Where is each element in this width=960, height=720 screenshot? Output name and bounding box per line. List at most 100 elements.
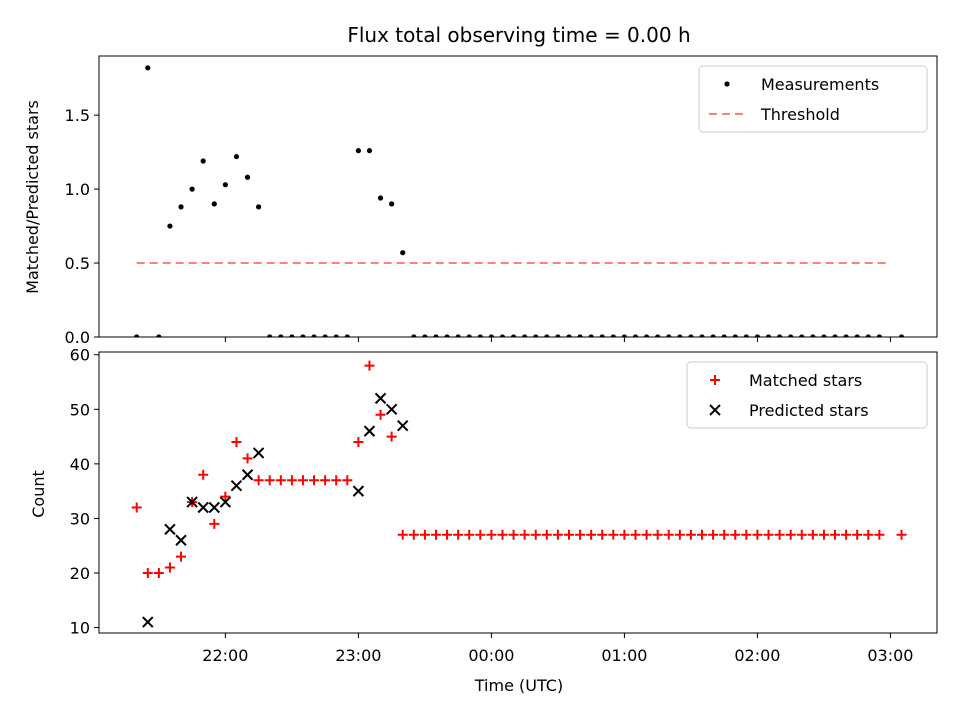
matched-star-point — [841, 529, 852, 540]
matched-star-point — [697, 529, 708, 540]
measurement-point — [688, 334, 694, 337]
measurement-point — [333, 334, 339, 337]
measurement-point — [422, 334, 428, 337]
plot-area — [131, 360, 907, 628]
matched-star-point — [419, 529, 430, 540]
measurement-point — [433, 334, 439, 337]
measurement-point — [466, 334, 472, 337]
measurement-point — [754, 334, 761, 337]
y-tick-label: 60 — [70, 346, 90, 365]
measurement-point — [311, 334, 317, 337]
measurement-point — [533, 334, 539, 337]
measurement-point — [588, 334, 594, 337]
measurement-point — [577, 334, 583, 337]
matched-star-point — [353, 437, 364, 448]
measurement-point — [289, 334, 295, 337]
matched-star-point — [830, 529, 841, 540]
matched-star-point — [364, 360, 375, 371]
matched-star-point — [708, 529, 719, 540]
plot-area — [134, 65, 905, 337]
x-axis-label: Time (UTC) — [474, 676, 563, 695]
matched-star-point — [375, 409, 386, 420]
measurement-point — [377, 195, 384, 201]
measurement-point — [522, 334, 528, 337]
plot-frame — [98, 55, 938, 338]
matched-star-point — [430, 529, 441, 540]
legend: Matched stars Predicted stars — [686, 361, 928, 429]
predicted-star-point — [164, 523, 176, 536]
measurement-point — [544, 334, 550, 337]
matched-star-point — [131, 502, 142, 513]
measurement-point — [566, 334, 572, 337]
measurement-point — [610, 334, 616, 337]
matched-star-point — [763, 529, 774, 540]
measurement-point — [710, 334, 716, 337]
predicted-star-point — [397, 419, 409, 432]
panel-count: 10 20 30 40 50 60 22:00 23:00 00:00 01:00 02:00 03:… — [70, 346, 938, 665]
measurement-point — [189, 186, 195, 192]
measurement-point — [411, 334, 417, 337]
matched-star-point — [453, 529, 464, 540]
measurement-point — [145, 65, 151, 71]
matched-star-point — [275, 475, 286, 486]
measurement-point — [632, 334, 639, 337]
predicted-star-point — [374, 392, 387, 405]
measurement-point — [732, 334, 738, 337]
measurement-point — [477, 334, 483, 337]
matched-star-point — [796, 529, 807, 540]
matched-star-point — [153, 567, 164, 578]
y-tick-label: 50 — [70, 400, 90, 419]
x-tick-label: 00:00 — [468, 646, 514, 665]
measurement-point — [167, 223, 173, 229]
matched-star-point — [253, 475, 264, 486]
measurement-point — [721, 334, 727, 337]
predicted-star-point — [175, 534, 187, 546]
panel-ratio: 0.0 0.5 1.0 1.5 Measurements Threshold — [65, 55, 938, 347]
measurement-point — [599, 334, 605, 337]
x-tick-label: 03:00 — [867, 646, 913, 665]
predicted-star-point — [363, 425, 376, 437]
predicted-star-point — [352, 485, 365, 497]
matched-star-point — [641, 529, 652, 540]
legend-entry-label: Threshold — [760, 105, 840, 124]
matched-star-point — [164, 562, 175, 573]
matched-star-point — [874, 529, 885, 540]
x-tick-label: 22:00 — [202, 646, 248, 665]
measurement-point — [799, 334, 805, 337]
matched-star-point — [397, 529, 408, 540]
matched-star-point — [198, 469, 209, 480]
matched-star-point — [464, 529, 475, 540]
measurement-point — [655, 334, 661, 337]
matched-star-point — [685, 529, 696, 540]
matched-star-point — [519, 529, 530, 540]
measurement-point — [510, 334, 517, 337]
measurement-point — [278, 334, 284, 337]
measurement-point — [389, 201, 395, 207]
measurement-point — [211, 201, 217, 207]
matched-star-point — [608, 529, 619, 540]
legend-frame — [698, 65, 928, 133]
legend-measurement-swatch — [724, 81, 730, 87]
legend-entry-label: Predicted stars — [749, 401, 869, 420]
predicted-star-point — [230, 479, 243, 492]
measurement-point — [256, 204, 262, 210]
predicted-star-point — [385, 403, 398, 415]
y-tick-label: 20 — [70, 564, 90, 583]
matched-star-point — [730, 529, 741, 540]
legend-frame — [686, 361, 928, 429]
matched-star-point — [586, 529, 597, 540]
measurement-point — [876, 334, 882, 337]
y-tick-label: 10 — [70, 619, 90, 638]
matched-star-point — [530, 529, 541, 540]
predicted-star-point — [142, 616, 154, 628]
matched-star-point — [475, 529, 486, 540]
matched-star-point — [220, 491, 231, 502]
matched-star-point — [209, 518, 220, 529]
measurement-point — [455, 334, 461, 337]
y-tick-label: 30 — [70, 509, 90, 528]
measurement-point — [344, 334, 350, 337]
matched-star-point — [619, 529, 630, 540]
x-tick-label: 23:00 — [335, 646, 381, 665]
series-predicted-stars — [142, 392, 409, 628]
legend-predicted-swatch — [709, 404, 721, 416]
